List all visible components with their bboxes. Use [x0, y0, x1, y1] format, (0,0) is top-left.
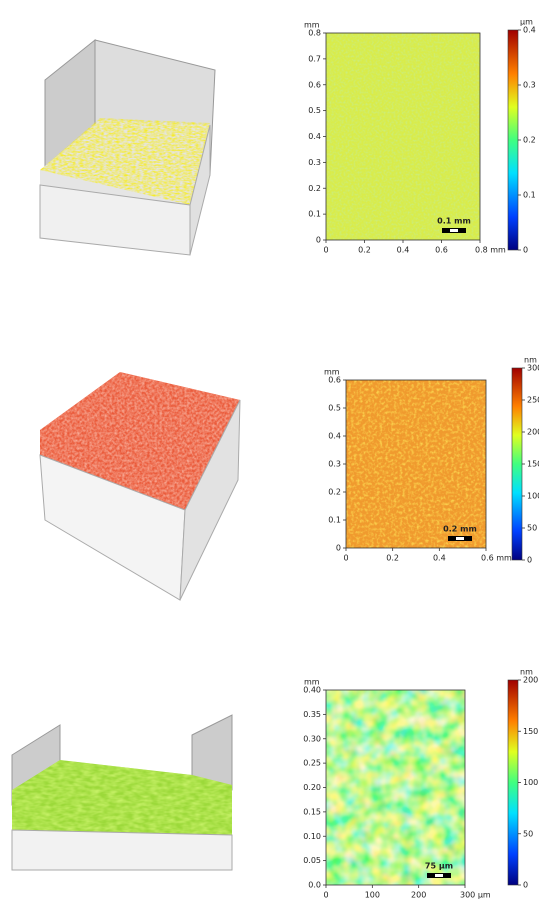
surface-3d: [12, 715, 232, 870]
y-tick-label: 0.05: [303, 856, 321, 865]
x-tick-label: 0.6: [435, 246, 448, 255]
y-tick-label: 0.20: [303, 783, 321, 792]
colorbar: [508, 680, 518, 885]
scale-bar: [450, 229, 458, 232]
scale-bar: [435, 874, 443, 877]
scale-bar-label: 0.2 mm: [443, 525, 477, 534]
x-tick-label: 0: [323, 891, 328, 900]
y-tick-label: 0.25: [303, 759, 321, 768]
colorbar-tick-label: 200: [523, 676, 538, 685]
y-tick-label: 0.5: [328, 404, 341, 413]
height-map-texture: [326, 33, 480, 240]
x-tick-label: 0: [343, 554, 348, 563]
colorbar-tick-label: 250: [527, 396, 539, 405]
y-unit: mm: [304, 678, 320, 687]
height-map: [326, 690, 465, 885]
colorbar-tick-label: 50: [523, 829, 533, 838]
y-tick-label: 0.1: [328, 516, 341, 525]
y-tick-label: 0.6: [328, 376, 341, 385]
x-tick-label: 0.4: [433, 554, 446, 563]
x-tick-label: 300 µm: [460, 891, 491, 900]
x-tick-label: 200: [411, 891, 426, 900]
y-tick-label: 0: [336, 544, 341, 553]
y-tick-label: 0.1: [308, 210, 321, 219]
colorbar-tick-label: 0: [523, 881, 528, 890]
x-tick-label: 0.2: [358, 246, 371, 255]
colorbar-tick-label: 150: [523, 727, 538, 736]
surface-3d: [40, 372, 240, 600]
y-tick-label: 0: [316, 236, 321, 245]
y-tick-label: 0.4: [308, 132, 321, 141]
x-tick-label: 0.2: [386, 554, 399, 563]
y-tick-label: 0.40: [303, 686, 321, 695]
y-tick-label: 0.3: [308, 158, 321, 167]
colorbar-tick-label: 100: [523, 778, 538, 787]
y-tick-label: 0.7: [308, 54, 321, 63]
height-map-texture: [346, 380, 486, 548]
y-tick-label: 0.10: [303, 832, 321, 841]
y-unit: mm: [324, 368, 340, 377]
colorbar-tick-label: 0.2: [523, 136, 536, 145]
scale-bar-label: 0.1 mm: [437, 217, 471, 226]
figure: 0 0.1 0.2 0.3 0.4 0.5 0.6 0.7 0.8 0 0.2 0.4 0.6 0.8 m…: [0, 0, 539, 902]
y-unit: mm: [304, 21, 320, 30]
x-tick-label: 0: [323, 246, 328, 255]
scale-bar-label: 75 µm: [425, 862, 453, 871]
y-tick-label: 0.4: [328, 432, 341, 441]
colorbar: [512, 368, 522, 560]
y-tick-label: 0.15: [303, 807, 321, 816]
colorbar-tick-label: 150: [527, 460, 539, 469]
colorbar-tick-label: 0.4: [523, 26, 536, 35]
x-tick-label: 0.4: [397, 246, 410, 255]
surface-3d: [40, 40, 215, 255]
y-tick-label: 0.3: [328, 460, 341, 469]
y-tick-label: 0.6: [308, 80, 321, 89]
y-tick-label: 0.0: [308, 881, 321, 890]
colorbar-tick-label: 100: [527, 492, 539, 501]
colorbar-tick-label: 0.3: [523, 81, 536, 90]
y-tick-label: 0.35: [303, 710, 321, 719]
y-tick-label: 0.2: [328, 488, 341, 497]
x-tick-label: 0.8 mm: [475, 246, 506, 255]
y-tick-label: 0.8: [308, 29, 321, 38]
y-tick-label: 0.30: [303, 734, 321, 743]
x-tick-label: 100: [365, 891, 380, 900]
colorbar-tick-label: 0.1: [523, 191, 536, 200]
y-tick-label: 0.5: [308, 106, 321, 115]
colorbar-tick-label: 50: [527, 524, 537, 533]
y-tick-label: 0.2: [308, 184, 321, 193]
colorbar-tick-label: 0: [527, 556, 532, 565]
x-tick-label: 0.6 mm: [481, 554, 512, 563]
colorbar-tick-label: 200: [527, 428, 539, 437]
scale-bar: [456, 537, 464, 540]
colorbar-tick-label: 0: [523, 246, 528, 255]
colorbar: [508, 30, 518, 250]
colorbar-tick-label: 300: [527, 364, 539, 373]
